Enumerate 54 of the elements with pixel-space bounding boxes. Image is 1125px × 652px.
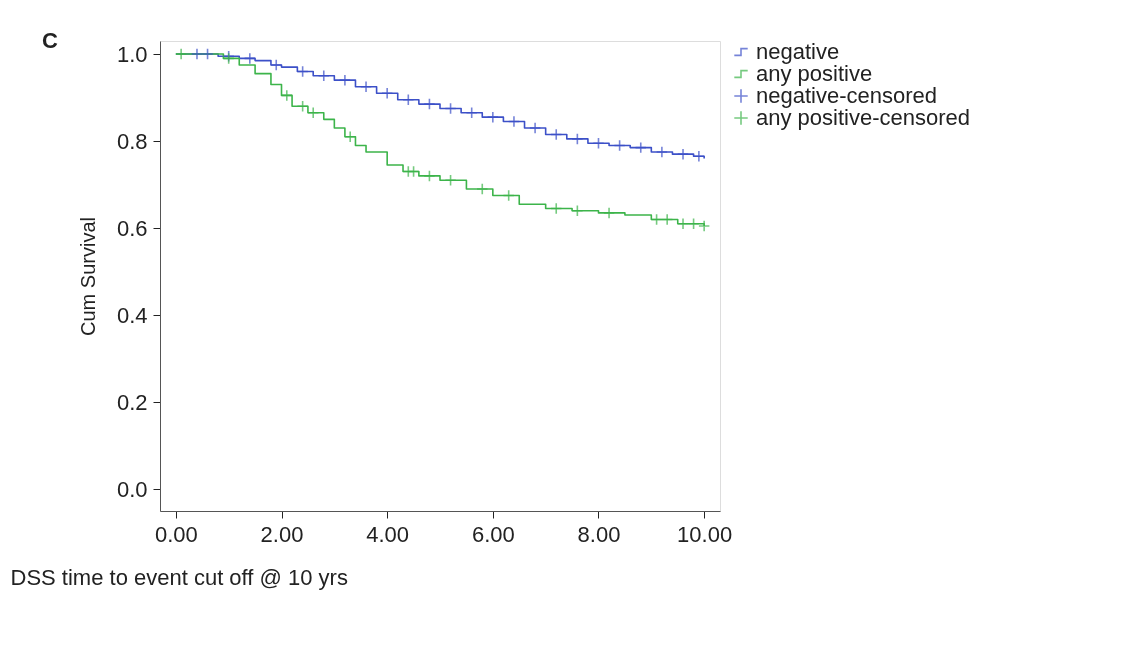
point xyxy=(655,145,668,159)
point xyxy=(317,69,330,82)
point xyxy=(201,48,214,61)
point xyxy=(402,93,415,106)
point xyxy=(603,206,616,219)
y-tick-label: 0.4 xyxy=(116,302,148,328)
point xyxy=(529,121,542,135)
x-tick-label: 10.00 xyxy=(677,521,733,547)
y-tick-label: 0.2 xyxy=(116,389,148,415)
x-tick-label: 6.00 xyxy=(471,521,515,547)
point xyxy=(338,74,351,87)
point xyxy=(650,213,663,226)
point xyxy=(502,189,515,202)
x-tick-label: 4.00 xyxy=(366,521,410,547)
x-tick-label: 0.00 xyxy=(154,521,198,547)
point xyxy=(571,132,584,145)
point xyxy=(280,89,293,102)
point xyxy=(381,87,394,100)
y-tick-label: 0.8 xyxy=(116,128,148,154)
point xyxy=(444,102,457,115)
y-tick-label: 0.0 xyxy=(116,476,148,502)
point xyxy=(270,58,283,71)
y-tick-label: 1.0 xyxy=(116,41,148,67)
point xyxy=(550,128,563,141)
legend-label: negative xyxy=(756,39,840,64)
point xyxy=(307,106,320,119)
point xyxy=(676,217,690,230)
x-tick-label: 2.00 xyxy=(260,521,304,547)
point xyxy=(423,169,436,182)
point xyxy=(698,219,711,232)
y-axis-title: Cum Survival xyxy=(76,217,99,336)
point xyxy=(550,202,563,215)
point xyxy=(476,182,489,196)
point xyxy=(444,174,457,187)
point xyxy=(507,115,521,128)
point xyxy=(359,80,373,93)
point xyxy=(190,48,204,61)
point xyxy=(571,204,584,217)
point xyxy=(296,65,309,78)
point xyxy=(687,217,700,230)
text: C xyxy=(42,28,58,53)
point xyxy=(676,148,690,161)
point xyxy=(592,137,605,150)
point xyxy=(486,111,499,124)
point xyxy=(423,98,436,111)
point xyxy=(243,52,256,65)
x-axis-title: DSS time to event cut off @ 10 yrs xyxy=(10,564,348,590)
point xyxy=(634,141,647,154)
point xyxy=(296,100,309,113)
x-tick-label: 8.00 xyxy=(577,521,621,547)
y-tick-label: 0.6 xyxy=(116,215,148,241)
point xyxy=(613,139,626,152)
point xyxy=(465,106,478,119)
point xyxy=(661,213,674,226)
